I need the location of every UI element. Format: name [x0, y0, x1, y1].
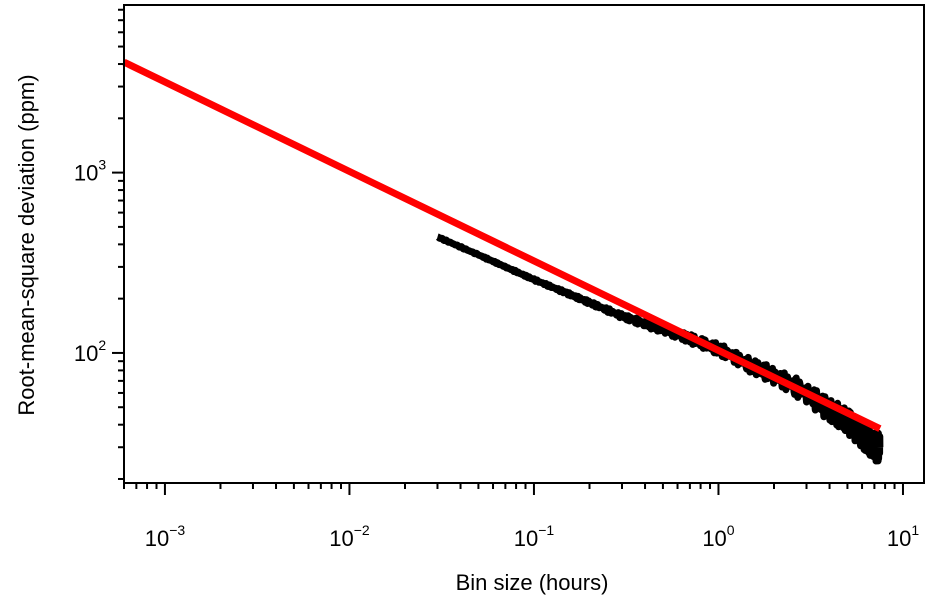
- x-axis-title: Bin size (hours): [456, 570, 609, 595]
- x-tick-label: 100: [702, 522, 734, 551]
- plot-frame: [123, 4, 925, 484]
- x-tick-label: 101: [887, 522, 919, 551]
- x-tick-label: 10−3: [145, 522, 186, 551]
- y-axis-title: Root-mean-square deviation (ppm): [14, 74, 39, 415]
- series-layer: [122, 58, 884, 465]
- ticks-layer: 10−3 10−2 10−1 100 101 102 103: [74, 8, 919, 551]
- x-tick-label: 10−2: [329, 522, 370, 551]
- y-tick-label: 103: [74, 157, 106, 186]
- series-data-line: [434, 233, 884, 465]
- series-fit-line: [122, 58, 882, 432]
- x-tick-label: 10−1: [514, 522, 555, 551]
- y-tick-label: 102: [74, 337, 106, 366]
